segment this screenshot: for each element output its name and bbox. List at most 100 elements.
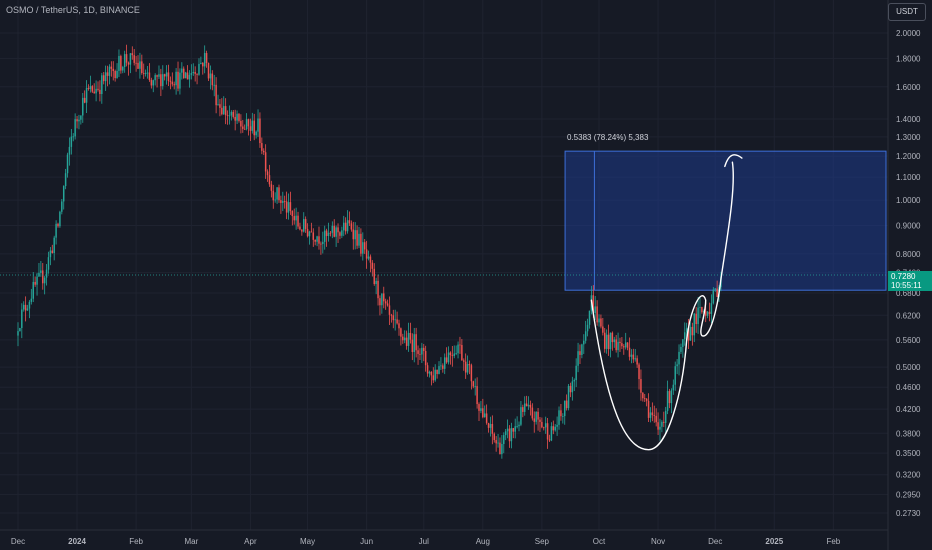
candle	[322, 231, 324, 254]
candle	[198, 58, 200, 76]
candle	[504, 428, 507, 441]
candle	[426, 362, 429, 377]
candle	[177, 61, 179, 92]
candle	[236, 110, 238, 125]
cup-and-handle-drawing[interactable]	[590, 161, 734, 451]
candle	[61, 198, 63, 215]
candle	[350, 220, 353, 232]
candle	[680, 343, 682, 354]
candle	[110, 61, 113, 77]
x-tick-label: Mar	[184, 537, 198, 546]
candle	[51, 244, 54, 254]
candle	[367, 250, 370, 261]
candle	[234, 109, 236, 131]
candle	[150, 77, 153, 89]
candle	[461, 339, 463, 361]
measure-box[interactable]	[564, 150, 887, 291]
x-tick-label: Jun	[360, 537, 373, 546]
candle	[428, 370, 431, 378]
measure-label: 0.5383 (78.24%) 5,383	[567, 133, 649, 142]
candle	[179, 68, 181, 95]
candle	[634, 349, 636, 362]
candle	[217, 94, 219, 106]
candle	[642, 392, 644, 402]
candle	[129, 52, 132, 74]
candle	[255, 130, 257, 139]
candle	[453, 345, 455, 359]
candle	[104, 65, 107, 91]
candle	[577, 342, 579, 373]
candle	[371, 260, 374, 277]
freehand-drawing[interactable]	[590, 154, 743, 451]
candle	[653, 405, 656, 423]
candle	[162, 65, 164, 90]
candle	[259, 112, 261, 148]
candle	[659, 418, 661, 441]
candle	[567, 384, 570, 411]
candle	[390, 313, 393, 323]
currency-button[interactable]: USDT	[888, 3, 926, 21]
candle	[388, 296, 391, 326]
x-tick-label: Oct	[593, 537, 606, 546]
arrow-head-drawing	[724, 154, 743, 168]
candle	[148, 63, 151, 82]
candle	[346, 210, 349, 234]
candle	[663, 411, 665, 428]
candle	[373, 263, 375, 286]
x-tick-label: Aug	[476, 537, 490, 546]
candle	[501, 435, 503, 459]
candle	[668, 388, 671, 409]
candle	[699, 297, 701, 319]
candle	[611, 331, 614, 351]
candle	[443, 353, 446, 375]
countdown-timer: 10:55:11	[891, 281, 922, 290]
candle	[586, 318, 589, 337]
candle	[358, 227, 360, 249]
candle	[142, 63, 145, 79]
candle	[188, 70, 191, 88]
y-tick-label: 0.3200	[896, 471, 921, 480]
candle	[122, 65, 124, 74]
candle	[535, 411, 537, 425]
candle	[520, 400, 522, 427]
candle	[74, 113, 76, 140]
candle	[466, 355, 469, 375]
candle	[407, 322, 410, 352]
candle	[112, 61, 114, 81]
candle	[21, 303, 23, 339]
candles	[17, 44, 722, 459]
measure-tool[interactable]	[564, 150, 887, 291]
candle	[76, 115, 78, 129]
candle	[297, 211, 299, 229]
candle	[196, 73, 198, 85]
candle	[413, 327, 415, 363]
candle	[609, 332, 612, 358]
y-tick-label: 1.4000	[896, 115, 921, 124]
candle	[600, 314, 602, 329]
candle	[116, 63, 118, 79]
candle	[184, 71, 187, 79]
candle	[596, 300, 598, 326]
candle	[327, 222, 330, 242]
candle	[619, 337, 621, 352]
candle	[26, 304, 29, 311]
candle	[144, 69, 147, 77]
candle	[131, 46, 134, 60]
candle	[508, 425, 511, 448]
candle	[552, 420, 555, 435]
candle	[202, 62, 204, 75]
candle	[306, 223, 309, 238]
candle	[621, 337, 623, 350]
time-axis[interactable]: Dec 2024 Feb Mar Apr May Jun Jul Aug Sep Oct Nov Dec…	[11, 537, 841, 546]
candle	[224, 98, 227, 125]
candle	[409, 322, 412, 344]
candle	[563, 400, 566, 425]
candle	[175, 68, 177, 95]
candle	[442, 363, 444, 373]
candle	[438, 361, 440, 375]
candle	[19, 327, 21, 332]
candle	[341, 226, 343, 239]
candle	[308, 230, 311, 245]
candle	[339, 231, 341, 240]
